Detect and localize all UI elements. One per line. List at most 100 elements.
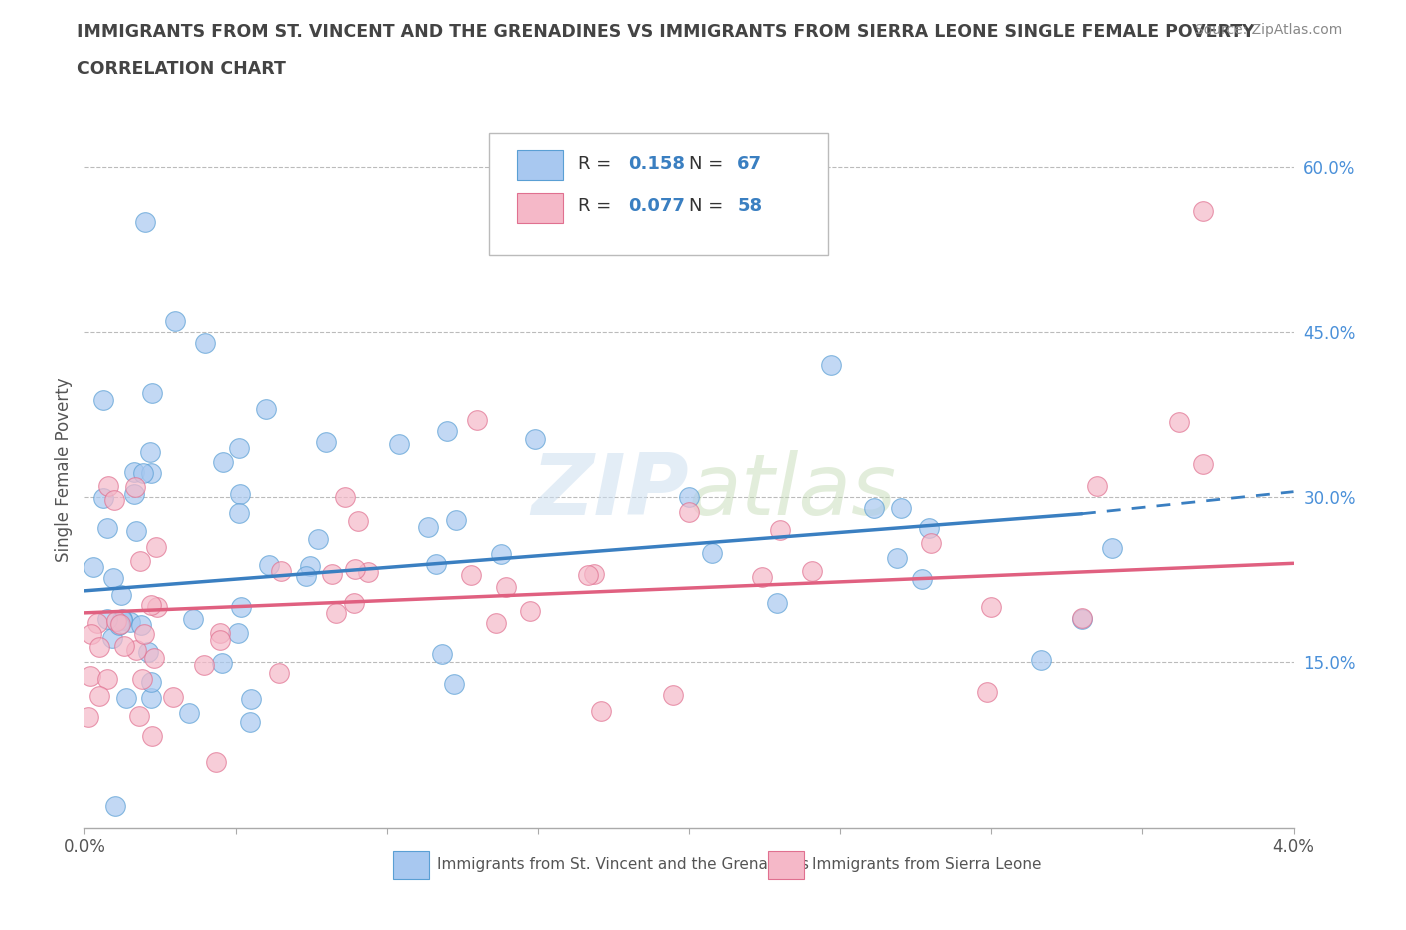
- Point: [315, 434, 337, 449]
- Text: R =: R =: [578, 197, 612, 215]
- Point: [766, 596, 789, 611]
- Point: [1071, 611, 1094, 626]
- Point: [1071, 612, 1094, 627]
- Point: [229, 599, 252, 614]
- Text: IMMIGRANTS FROM ST. VINCENT AND THE GRENADINES VS IMMIGRANTS FROM SIERRA LEONE S: IMMIGRANTS FROM ST. VINCENT AND THE GREN…: [77, 23, 1256, 41]
- Point: [101, 571, 124, 586]
- Text: Immigrants from St. Vincent and the Grenadines: Immigrants from St. Vincent and the Gren…: [437, 857, 810, 872]
- Point: [146, 599, 169, 614]
- Point: [333, 489, 356, 504]
- Point: [96, 612, 118, 627]
- Text: 67: 67: [737, 155, 762, 173]
- Text: ZIP: ZIP: [531, 449, 689, 533]
- Point: [91, 491, 114, 506]
- Point: [205, 754, 228, 769]
- Y-axis label: Single Female Poverty: Single Female Poverty: [55, 378, 73, 562]
- Text: 0.158: 0.158: [628, 155, 686, 173]
- Point: [228, 506, 250, 521]
- Point: [132, 627, 155, 642]
- Point: [86, 616, 108, 631]
- Point: [1101, 541, 1123, 556]
- Point: [920, 536, 942, 551]
- Point: [229, 486, 252, 501]
- Point: [212, 455, 235, 470]
- Point: [239, 714, 262, 729]
- Point: [228, 441, 250, 456]
- Point: [112, 639, 135, 654]
- Point: [118, 615, 141, 630]
- FancyBboxPatch shape: [392, 851, 429, 879]
- Point: [299, 558, 322, 573]
- Point: [209, 632, 232, 647]
- Point: [259, 558, 281, 573]
- Point: [79, 669, 101, 684]
- Point: [751, 570, 773, 585]
- Point: [82, 559, 104, 574]
- Point: [388, 437, 411, 452]
- Point: [1029, 652, 1052, 667]
- Point: [678, 504, 700, 519]
- Point: [662, 687, 685, 702]
- Point: [467, 413, 489, 428]
- Point: [425, 556, 447, 571]
- Text: atlas: atlas: [689, 449, 897, 533]
- Point: [678, 490, 700, 505]
- Point: [1168, 415, 1191, 430]
- Point: [519, 604, 541, 618]
- Point: [177, 706, 200, 721]
- Point: [194, 336, 217, 351]
- Text: 0.077: 0.077: [628, 197, 685, 215]
- Point: [108, 618, 131, 632]
- Point: [111, 612, 134, 627]
- Point: [576, 568, 599, 583]
- Point: [162, 690, 184, 705]
- Point: [97, 478, 120, 493]
- Point: [591, 704, 613, 719]
- Point: [325, 605, 347, 620]
- Point: [1087, 479, 1109, 494]
- Point: [890, 500, 912, 515]
- Point: [523, 432, 546, 446]
- Text: Source: ZipAtlas.com: Source: ZipAtlas.com: [1195, 23, 1343, 37]
- Point: [141, 386, 163, 401]
- Point: [87, 640, 110, 655]
- Text: N =: N =: [689, 155, 723, 173]
- Point: [343, 595, 366, 610]
- Point: [141, 597, 163, 612]
- Point: [980, 600, 1002, 615]
- Point: [145, 539, 167, 554]
- Point: [96, 521, 118, 536]
- Point: [105, 614, 128, 629]
- Point: [125, 524, 148, 538]
- Point: [128, 708, 150, 723]
- Point: [460, 568, 482, 583]
- FancyBboxPatch shape: [517, 151, 564, 180]
- Text: Immigrants from Sierra Leone: Immigrants from Sierra Leone: [813, 857, 1042, 872]
- Point: [702, 546, 724, 561]
- Point: [96, 671, 118, 686]
- Point: [211, 656, 233, 671]
- Point: [193, 658, 215, 672]
- Point: [131, 671, 153, 686]
- Point: [103, 492, 125, 507]
- Point: [139, 445, 162, 459]
- Point: [346, 514, 368, 529]
- Point: [1192, 204, 1215, 219]
- Point: [436, 424, 458, 439]
- Point: [344, 562, 367, 577]
- Text: R =: R =: [578, 155, 612, 173]
- Point: [820, 358, 842, 373]
- Point: [489, 546, 512, 561]
- Point: [138, 645, 160, 660]
- Point: [139, 675, 162, 690]
- Point: [141, 729, 163, 744]
- FancyBboxPatch shape: [489, 133, 828, 255]
- Point: [443, 677, 465, 692]
- Point: [484, 616, 506, 631]
- Point: [80, 627, 103, 642]
- Point: [122, 487, 145, 502]
- Point: [769, 523, 792, 538]
- Point: [269, 666, 291, 681]
- Point: [141, 691, 163, 706]
- Point: [111, 613, 134, 628]
